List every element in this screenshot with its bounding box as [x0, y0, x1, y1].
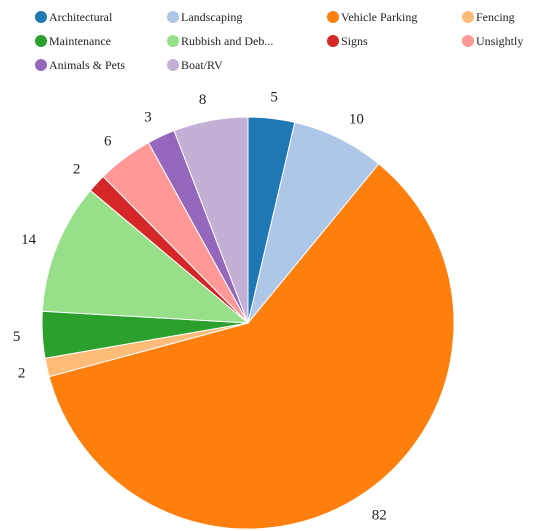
slice-value-vehicle-parking: 82 — [372, 508, 387, 524]
legend-item-maintenance: Maintenance — [35, 34, 111, 48]
legend-swatch-animals-pets — [35, 59, 47, 71]
legend-swatch-architectural — [35, 11, 47, 23]
slice-value-maintenance: 5 — [13, 329, 21, 345]
legend-label-architectural: Architectural — [49, 10, 113, 24]
legend-label-signs: Signs — [341, 34, 368, 48]
legend-item-fencing: Fencing — [462, 10, 515, 24]
legend-item-vehicle-parking: Vehicle Parking — [327, 10, 417, 24]
legend-item-landscaping: Landscaping — [167, 10, 242, 24]
slice-value-unsightly: 6 — [104, 133, 112, 149]
legend-swatch-rubbish-and-deb — [167, 35, 179, 47]
slice-value-animals-pets: 3 — [144, 109, 152, 125]
slice-boat-rv — [173, 116, 249, 324]
slice-value-boat-rv: 8 — [199, 92, 207, 108]
legend-label-unsightly: Unsightly — [476, 34, 523, 48]
slice-value-landscaping: 10 — [349, 112, 364, 128]
slice-vehicle-parking — [48, 163, 455, 530]
legend-label-boat-rv: Boat/RV — [181, 58, 223, 72]
legend-label-rubbish-and-deb: Rubbish and Deb... — [181, 34, 273, 48]
slice-labels: 5 10 82 2 5 14 2 6 3 8 — [13, 90, 387, 524]
pie-slices — [41, 116, 455, 530]
legend-item-architectural: Architectural — [35, 10, 113, 24]
legend-label-landscaping: Landscaping — [181, 10, 242, 24]
legend-item-unsightly: Unsightly — [462, 34, 523, 48]
legend-swatch-fencing — [462, 11, 474, 23]
legend-item-boat-rv: Boat/RV — [167, 58, 223, 72]
legend-swatch-boat-rv — [167, 59, 179, 71]
slice-value-fencing: 2 — [18, 365, 26, 381]
slice-value-rubbish-and-deb: 14 — [21, 232, 37, 248]
slice-rubbish-and-deb — [41, 189, 250, 324]
legend-item-rubbish-and-deb: Rubbish and Deb... — [167, 34, 273, 48]
legend-item-animals-pets: Animals & Pets — [35, 58, 125, 72]
legend-label-maintenance: Maintenance — [49, 34, 111, 48]
legend-label-vehicle-parking: Vehicle Parking — [341, 10, 417, 24]
legend-swatch-signs — [327, 35, 339, 47]
legend-swatch-maintenance — [35, 35, 47, 47]
slice-value-signs: 2 — [73, 161, 81, 177]
legend: Architectural Landscaping Vehicle Parking F… — [35, 10, 523, 72]
legend-swatch-landscaping — [167, 11, 179, 23]
legend-swatch-unsightly — [462, 35, 474, 47]
slice-value-architectural: 5 — [270, 90, 278, 106]
legend-label-fencing: Fencing — [476, 10, 515, 24]
legend-label-animals-pets: Animals & Pets — [49, 58, 125, 72]
legend-item-signs: Signs — [327, 34, 368, 48]
legend-swatch-vehicle-parking — [327, 11, 339, 23]
